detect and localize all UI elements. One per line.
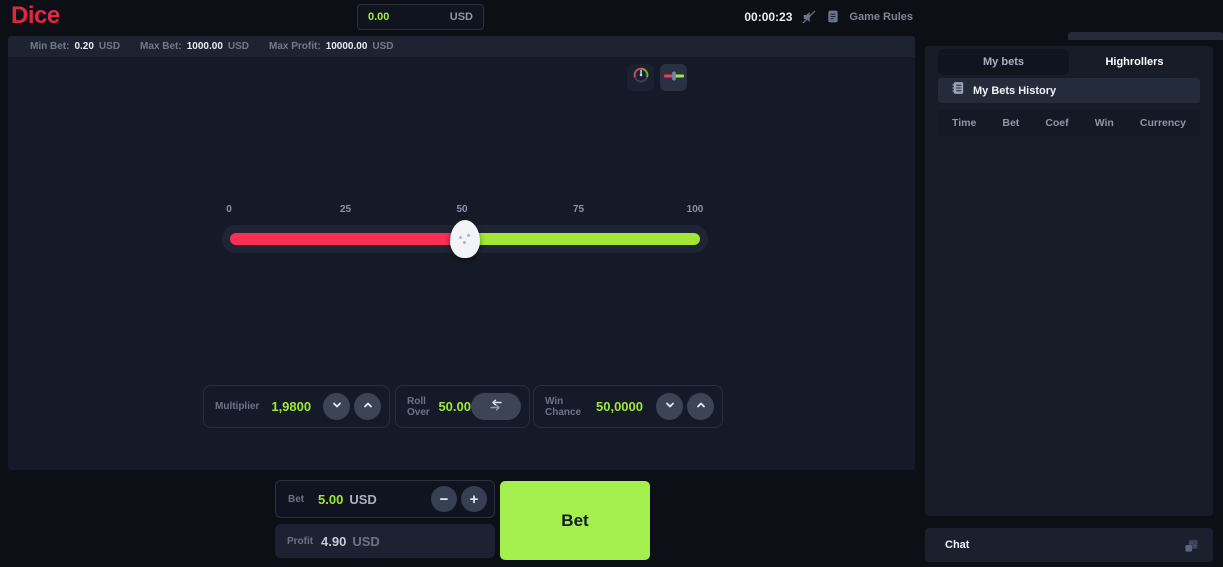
max-bet-limit: Max Bet: 1000.00 USD: [140, 41, 249, 52]
slider-tick-labels: 0 25 50 75 100: [226, 204, 703, 216]
min-bet-label: Min Bet:: [30, 41, 70, 52]
multiplier-increase-button[interactable]: [354, 393, 381, 420]
min-bet-value: 0.20: [74, 41, 94, 52]
chevron-down-icon: [664, 398, 676, 416]
my-bets-history-title: My Bets History: [973, 84, 1057, 97]
bet-amount-currency: USD: [349, 491, 377, 507]
bet-decrease-button[interactable]: −: [431, 486, 457, 512]
bet-amount-label: Bet: [288, 493, 305, 505]
roll-over-label: Roll Over: [407, 395, 430, 418]
round-timer: 00:00:23: [744, 9, 793, 24]
handle-grip-dot: [459, 236, 462, 239]
roll-direction-swap-button[interactable]: [471, 393, 521, 420]
min-bet-unit: USD: [98, 41, 121, 52]
controls-row: Multiplier 1,9800 Roll Over 50.00: [8, 385, 915, 428]
auto-timer-mode-button[interactable]: [627, 64, 654, 91]
chat-label: Chat: [945, 539, 970, 551]
roll-over-control: Roll Over 50.00: [395, 385, 530, 428]
tab-highrollers[interactable]: Highrollers: [1105, 56, 1164, 68]
sound-muted-icon[interactable]: [801, 9, 817, 25]
win-chance-value[interactable]: 50,0000: [596, 399, 643, 414]
tick-75: 75: [572, 204, 585, 215]
max-profit-unit: USD: [372, 41, 394, 52]
sidebar-tabs: My bets Highrollers: [938, 49, 1200, 75]
mode-toggles: [627, 64, 687, 91]
tick-50: 50: [456, 204, 468, 215]
bet-amount-value[interactable]: 5.00: [318, 491, 344, 507]
win-chance-decrease-button[interactable]: [656, 393, 683, 420]
multiplier-decrease-button[interactable]: [323, 393, 350, 420]
col-currency: Currency: [1139, 117, 1186, 129]
game-rules-icon[interactable]: [826, 9, 840, 24]
max-profit-value: 10000.00: [325, 41, 368, 52]
tick-100: 100: [686, 204, 704, 215]
open-chat-icon[interactable]: [1184, 538, 1199, 553]
topbar-right: 00:00:23 Game Rules: [744, 0, 913, 33]
win-chance-increase-button[interactable]: [687, 393, 714, 420]
balance-value: 0.00: [368, 11, 390, 23]
col-time: Time: [952, 117, 977, 129]
col-win: Win: [1094, 117, 1114, 129]
handle-grip-dot: [467, 234, 470, 237]
slider-handle[interactable]: [450, 220, 480, 258]
place-bet-button[interactable]: Bet: [500, 481, 650, 560]
topbar: Dice 0.00 USD 00:00:23 Game R: [0, 0, 1223, 33]
chevron-down-icon: [331, 398, 343, 416]
bets-sidebar: My bets Highrollers My Bets History Time…: [925, 46, 1213, 516]
roll-over-value[interactable]: 50.00: [438, 399, 471, 414]
bets-table-header: Time Bet Coef Win Currency: [938, 110, 1200, 136]
tick-25: 25: [339, 204, 352, 215]
max-profit-label: Max Profit:: [269, 41, 321, 52]
dice-logo: Dice: [11, 2, 60, 29]
tick-0: 0: [226, 204, 232, 215]
multiplier-label: Multiplier: [215, 401, 260, 412]
bet-limits-bar: Min Bet: 0.20 USD Max Bet: 1000.00 USD M…: [8, 36, 915, 57]
slider-colored-track: [230, 233, 700, 245]
chevron-up-icon: [695, 398, 707, 416]
profit-value: 4.90: [321, 533, 347, 549]
sidebar-top-strip: [1068, 32, 1223, 40]
bet-steppers: − +: [431, 486, 487, 512]
game-rules-link[interactable]: Game Rules: [849, 10, 913, 23]
max-profit-limit: Max Profit: 10000.00 USD: [269, 41, 394, 52]
win-chance-label: Win Chance: [545, 395, 582, 418]
handle-grip-dot: [463, 241, 466, 244]
col-coef: Coef: [1045, 117, 1069, 129]
history-list-icon: [952, 81, 965, 100]
swap-arrows-icon: [488, 398, 504, 416]
chat-bar[interactable]: Chat: [925, 528, 1213, 562]
win-chance-control: Win Chance 50,0000: [533, 385, 723, 428]
slider-lose-range: [230, 233, 465, 245]
chevron-up-icon: [362, 398, 374, 416]
max-bet-unit: USD: [227, 41, 250, 52]
max-bet-value: 1000.00: [186, 41, 223, 52]
timer-gauge-icon: [632, 66, 650, 89]
manual-slider-mode-button[interactable]: [660, 64, 687, 91]
game-panel: 0 25 50 75 100 Multiplier 1,9800: [8, 57, 915, 470]
min-bet-limit: Min Bet: 0.20 USD: [30, 41, 120, 52]
profit-label: Profit: [287, 535, 314, 547]
bet-increase-button[interactable]: +: [461, 486, 487, 512]
tab-my-bets[interactable]: My bets: [938, 49, 1069, 75]
profit-currency: USD: [352, 533, 380, 549]
slider-win-range: [465, 233, 700, 245]
multiplier-control: Multiplier 1,9800: [203, 385, 390, 428]
balance-currency: USD: [449, 11, 473, 23]
profit-box: Profit 4.90 USD: [275, 524, 495, 558]
multiplier-value[interactable]: 1,9800: [271, 399, 312, 414]
slider-mode-icon: [663, 69, 684, 87]
my-bets-history-bar[interactable]: My Bets History: [938, 78, 1200, 103]
balance-box[interactable]: 0.00 USD: [357, 4, 484, 30]
bet-amount-box: Bet 5.00 USD − +: [275, 480, 495, 518]
col-bet: Bet: [1002, 117, 1020, 129]
max-bet-label: Max Bet:: [140, 41, 182, 52]
